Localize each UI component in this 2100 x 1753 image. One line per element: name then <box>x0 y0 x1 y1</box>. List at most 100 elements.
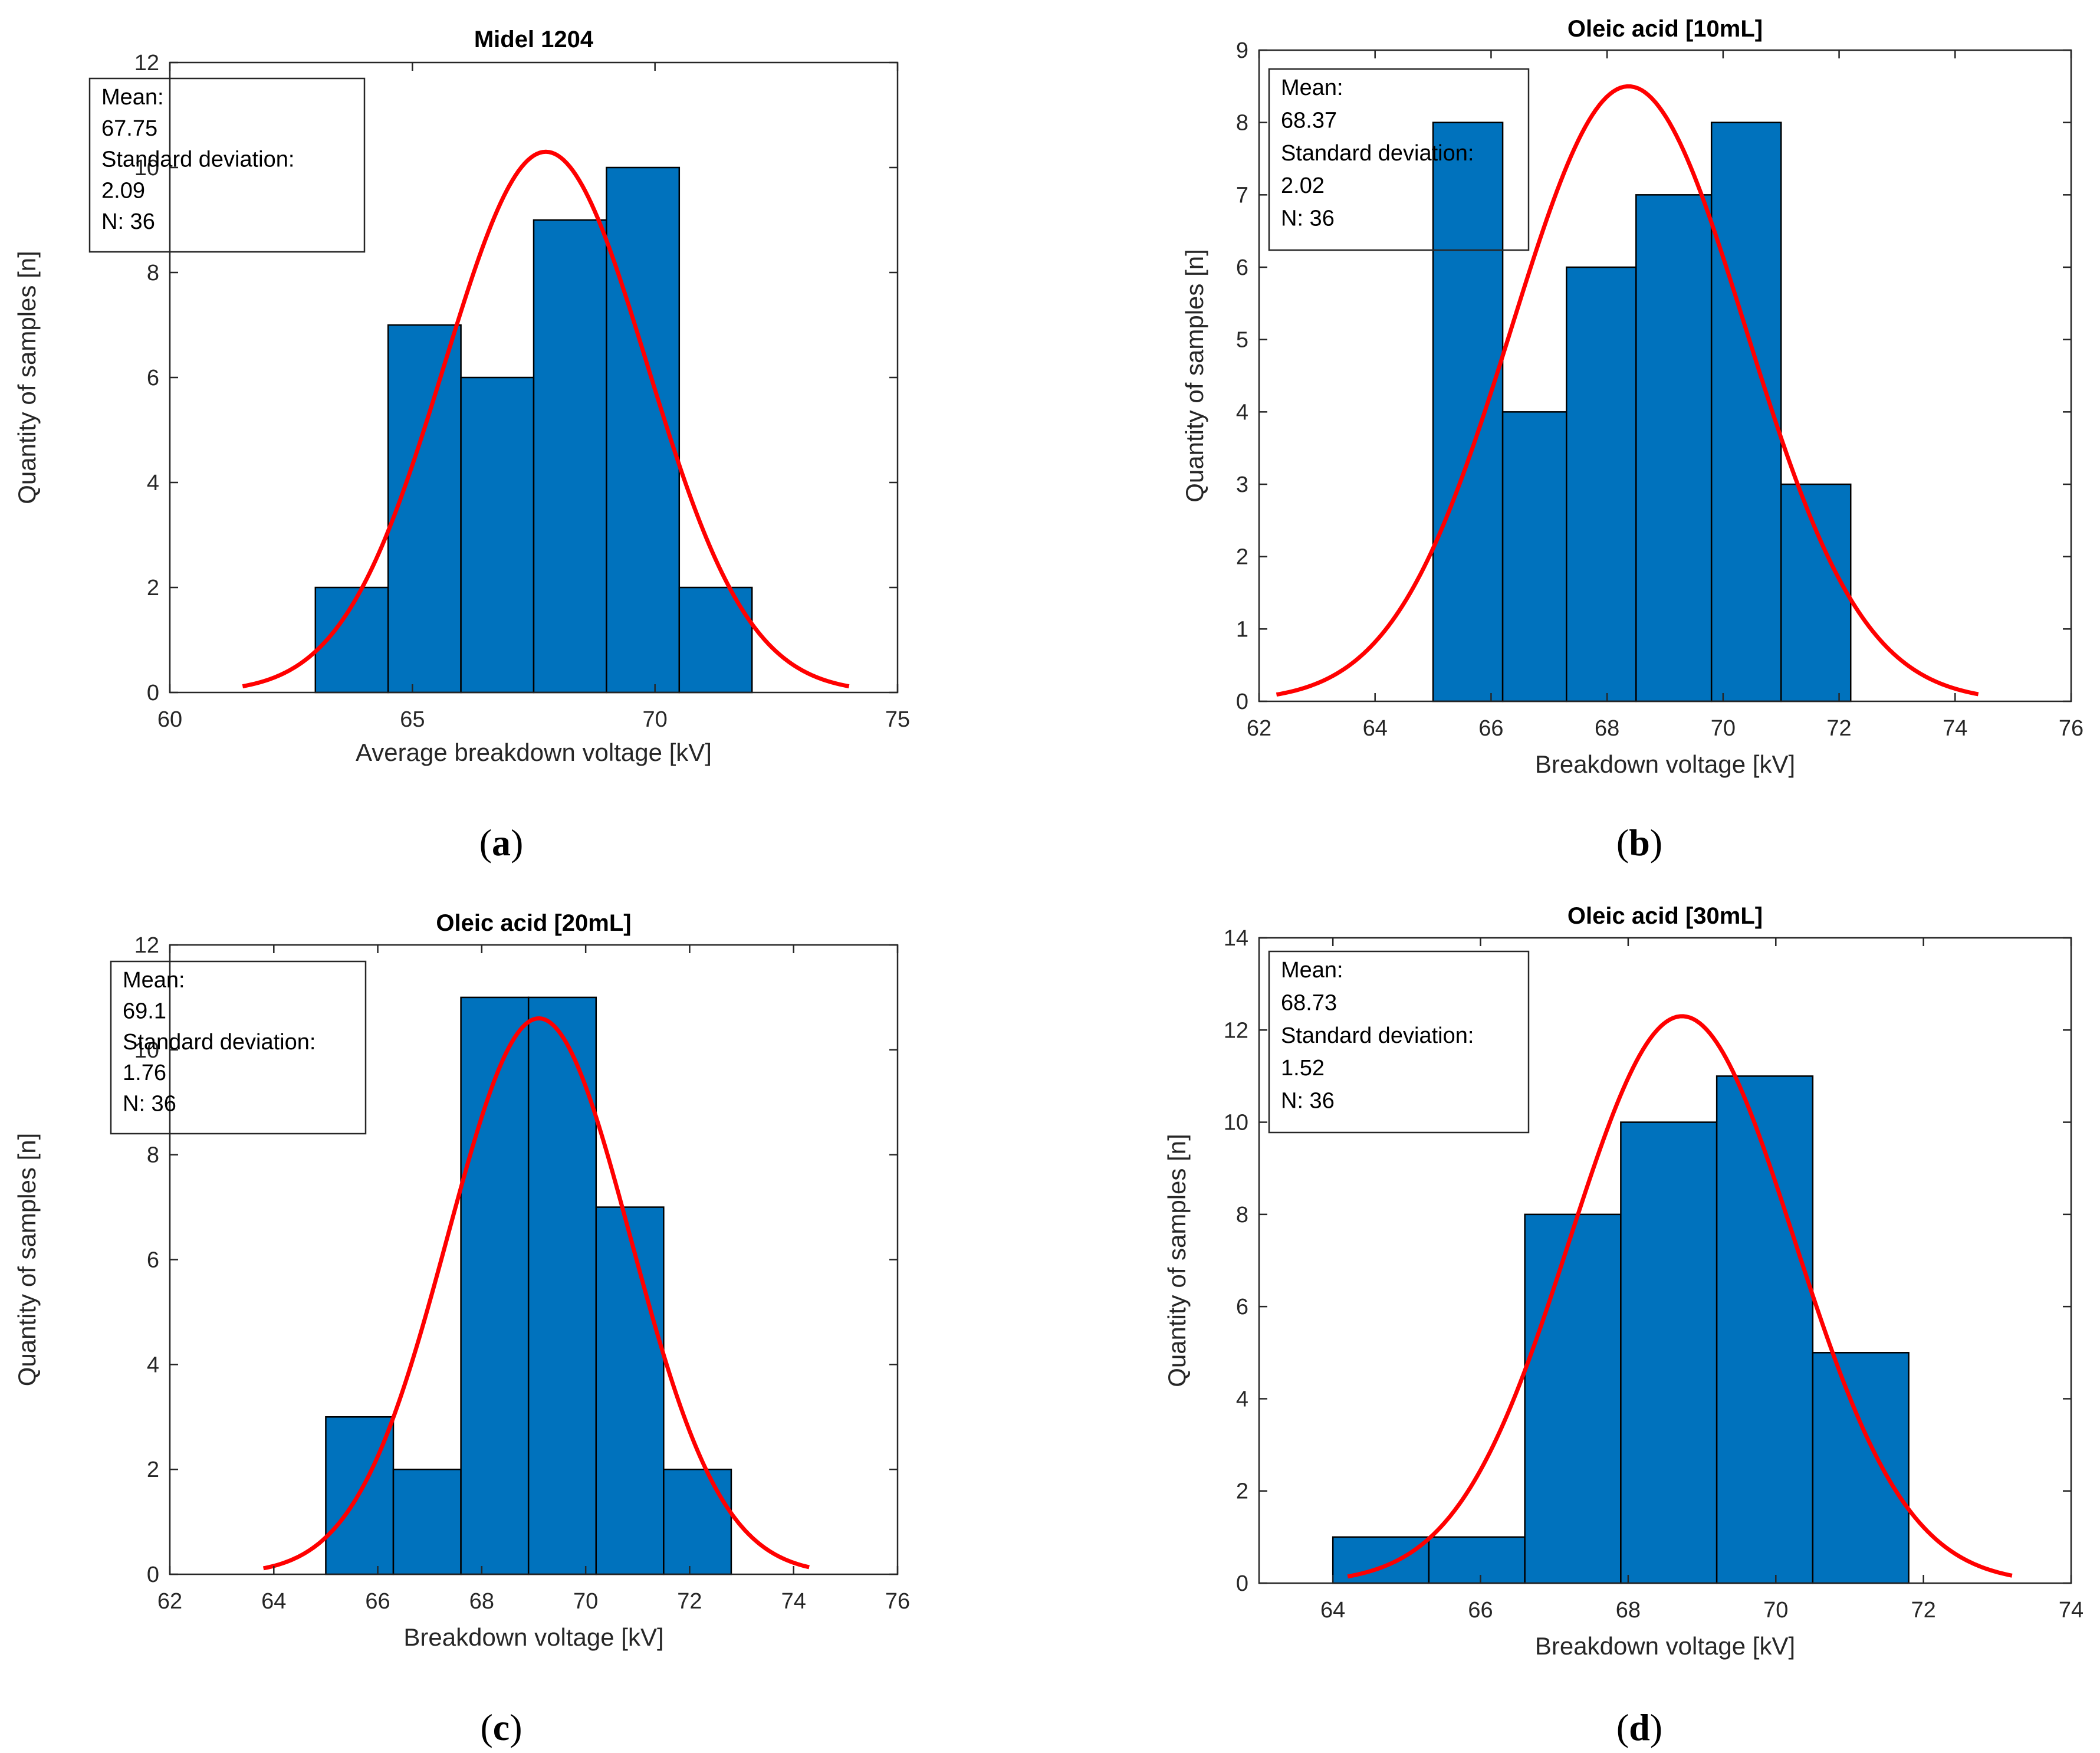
normal-fit-curve <box>262 1016 810 1571</box>
x-tick-label: 72 <box>1826 716 1851 741</box>
y-tick-label: 6 <box>147 1248 159 1273</box>
histogram-bar <box>1428 1536 1526 1584</box>
y-tick-label: 0 <box>147 1562 159 1587</box>
stats-box <box>88 77 366 253</box>
axes-box <box>1258 49 2072 702</box>
histogram-bar <box>1812 1352 1910 1584</box>
y-tick-label: 4 <box>1236 1387 1248 1411</box>
stats-line: 67.75 <box>101 116 157 141</box>
normal-fit-curve <box>242 149 850 688</box>
y-axis-label: Quantity of samples [n] <box>1163 1134 1191 1387</box>
histogram-bar <box>533 219 607 694</box>
y-axis-label: Quantity of samples [n] <box>13 251 41 504</box>
panel-caption: (a) <box>479 822 524 864</box>
panel-caption: (d) <box>1616 1706 1662 1748</box>
x-tick-label: 70 <box>573 1589 598 1614</box>
stats-line: Standard deviation: <box>1281 141 1474 166</box>
chart-panel-b: 62 64 66 68 70 72 74 76 0 1 2 3 4 5 6 7 8 9 Oleic acid [10… <box>1181 16 2083 864</box>
chart-title: Oleic acid [10mL] <box>1567 16 1763 42</box>
y-axis-label: Quantity of samples [n] <box>1181 249 1208 503</box>
x-tick-label: 72 <box>1911 1598 1935 1623</box>
histogram-bar <box>527 996 597 1575</box>
histogram-bar <box>1635 194 1713 702</box>
stats-line: Mean: <box>1281 958 1343 983</box>
x-tick-label: 74 <box>1943 716 1967 741</box>
y-tick-label: 8 <box>147 1143 159 1168</box>
y-tick-label: 0 <box>147 681 159 705</box>
y-tick-label: 10 <box>1224 1111 1248 1135</box>
stats-line: N: 36 <box>1281 1089 1335 1114</box>
stats-line: N: 36 <box>101 209 155 234</box>
y-tick-label: 0 <box>1236 1571 1248 1596</box>
stats-line: 1.76 <box>123 1061 166 1085</box>
histogram-bar <box>1566 266 1637 702</box>
y-tick-label: 6 <box>1236 1295 1248 1319</box>
stats-box <box>1268 950 1530 1134</box>
y-tick-label: 6 <box>147 366 159 390</box>
x-tick-label: 65 <box>400 707 425 732</box>
stats-line: Standard deviation: <box>101 147 294 172</box>
histogram-bar <box>1620 1121 1718 1584</box>
x-tick-label: 70 <box>643 707 668 732</box>
stats-line: Mean: <box>1281 75 1343 100</box>
normal-fit-curve <box>1347 1014 2013 1579</box>
y-tick-label: 7 <box>1236 183 1248 208</box>
y-tick-label: 1 <box>1236 617 1248 642</box>
histogram-bar <box>678 586 753 694</box>
chart-panel-a: 60 65 70 75 0 2 4 6 8 10 12 Midel 1204 Average break… <box>13 27 910 864</box>
x-tick-label: 74 <box>2059 1598 2083 1623</box>
x-tick-label: 64 <box>261 1589 286 1614</box>
y-tick-label: 5 <box>1236 328 1248 353</box>
x-tick-label: 62 <box>157 1589 182 1614</box>
stats-line: N: 36 <box>1281 206 1335 231</box>
x-tick-label: 66 <box>1468 1598 1493 1623</box>
x-tick-label: 76 <box>2059 716 2083 741</box>
y-tick-label: 10 <box>134 156 159 180</box>
x-tick-label: 66 <box>1478 716 1503 741</box>
y-axis-label: Quantity of samples [n] <box>13 1133 41 1387</box>
y-tick-label: 9 <box>1236 38 1248 63</box>
axes-box <box>1258 937 2072 1584</box>
y-tick-label: 4 <box>147 1352 159 1377</box>
stats-box <box>110 960 367 1135</box>
stats-line: 68.73 <box>1281 990 1337 1015</box>
y-tick-label: 12 <box>134 933 159 958</box>
x-axis-label: Breakdown voltage [kV] <box>403 1623 663 1651</box>
stats-line: 69.1 <box>123 999 166 1023</box>
histogram-bar <box>595 1206 665 1575</box>
histogram-bar <box>460 376 535 694</box>
x-tick-label: 66 <box>365 1589 390 1614</box>
y-tick-label: 4 <box>147 471 159 495</box>
x-tick-label: 64 <box>1320 1598 1345 1623</box>
chart-title: Midel 1204 <box>474 27 594 52</box>
x-tick-label: 68 <box>1595 716 1619 741</box>
x-axis-label: Breakdown voltage [kV] <box>1535 750 1795 778</box>
x-axis-label: Average breakdown voltage [kV] <box>356 738 712 766</box>
x-tick-label: 70 <box>1711 716 1736 741</box>
stats-line: Standard deviation: <box>1281 1023 1474 1048</box>
chart-title: Oleic acid [20mL] <box>436 910 631 936</box>
chart-title: Oleic acid [30mL] <box>1567 903 1763 929</box>
stats-line: 2.09 <box>101 178 145 203</box>
y-tick-label: 8 <box>1236 1203 1248 1227</box>
x-tick-label: 75 <box>885 707 910 732</box>
x-tick-label: 68 <box>1616 1598 1641 1623</box>
y-tick-label: 2 <box>1236 1479 1248 1504</box>
stats-line: Mean: <box>123 968 185 993</box>
y-tick-label: 14 <box>1224 926 1248 951</box>
y-tick-label: 2 <box>1236 545 1248 570</box>
stats-line: 68.37 <box>1281 108 1337 133</box>
x-tick-label: 70 <box>1763 1598 1788 1623</box>
x-tick-label: 64 <box>1363 716 1388 741</box>
histogram-bar <box>1524 1213 1622 1584</box>
y-tick-label: 12 <box>1224 1018 1248 1043</box>
y-tick-label: 6 <box>1236 255 1248 280</box>
y-tick-label: 10 <box>134 1038 159 1063</box>
x-axis-label: Breakdown voltage [kV] <box>1535 1632 1795 1660</box>
y-tick-label: 2 <box>147 1457 159 1482</box>
stats-line: 1.52 <box>1281 1056 1325 1081</box>
normal-fit-curve <box>1276 84 1979 697</box>
